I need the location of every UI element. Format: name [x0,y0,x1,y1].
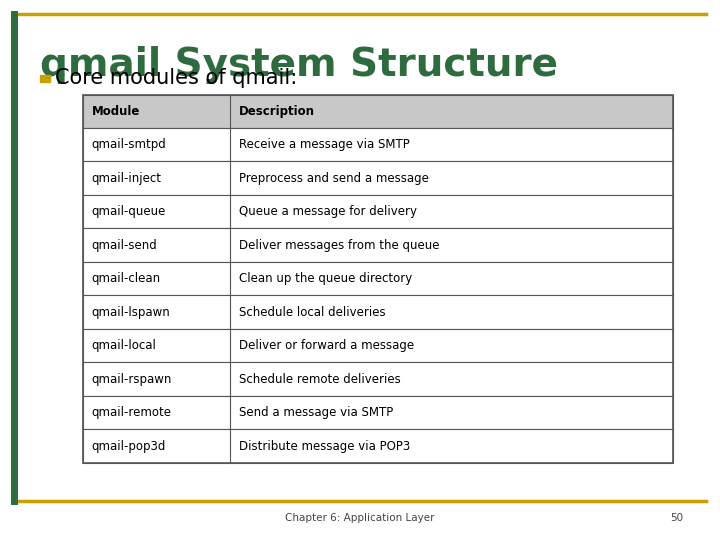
Text: Receive a message via SMTP: Receive a message via SMTP [239,138,410,151]
Text: 50: 50 [670,514,683,523]
Text: qmail-smtpd: qmail-smtpd [91,138,166,151]
Text: Chapter 6: Application Layer: Chapter 6: Application Layer [285,514,435,523]
Text: Description: Description [239,105,315,118]
Text: qmail-local: qmail-local [91,339,156,352]
Text: Schedule local deliveries: Schedule local deliveries [239,306,386,319]
Text: qmail-rspawn: qmail-rspawn [91,373,172,386]
Text: qmail System Structure: qmail System Structure [40,46,557,84]
Text: qmail-send: qmail-send [91,239,157,252]
Text: qmail-lspawn: qmail-lspawn [91,306,170,319]
Text: Core modules of qmail:: Core modules of qmail: [55,68,297,89]
Text: Send a message via SMTP: Send a message via SMTP [239,406,393,419]
Text: qmail-inject: qmail-inject [91,172,161,185]
Text: Distribute message via POP3: Distribute message via POP3 [239,440,410,453]
Text: qmail-remote: qmail-remote [91,406,171,419]
Text: qmail-clean: qmail-clean [91,272,161,285]
Text: Queue a message for delivery: Queue a message for delivery [239,205,417,218]
Text: Deliver or forward a message: Deliver or forward a message [239,339,414,352]
Text: Module: Module [91,105,140,118]
Text: Clean up the queue directory: Clean up the queue directory [239,272,413,285]
Text: Deliver messages from the queue: Deliver messages from the queue [239,239,439,252]
Text: Schedule remote deliveries: Schedule remote deliveries [239,373,401,386]
Text: qmail-pop3d: qmail-pop3d [91,440,166,453]
Text: qmail-queue: qmail-queue [91,205,166,218]
Text: Preprocess and send a message: Preprocess and send a message [239,172,429,185]
